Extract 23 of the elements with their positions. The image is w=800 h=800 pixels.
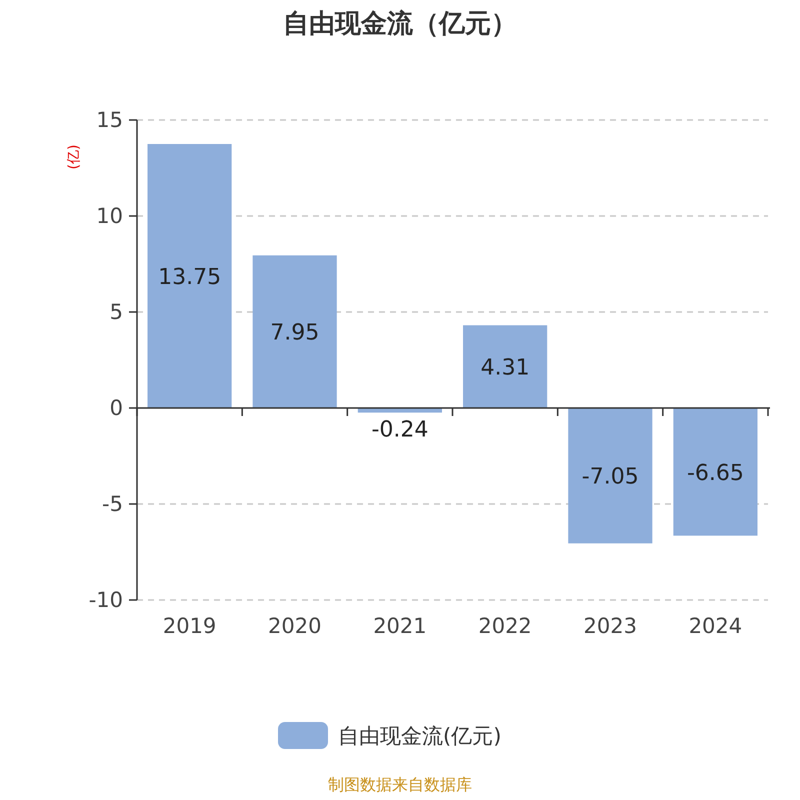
- ylabel: (亿): [66, 144, 82, 170]
- y-tick-label: 5: [110, 300, 123, 324]
- y-tick-label: 10: [96, 204, 123, 228]
- x-tick-label: 2021: [373, 614, 427, 638]
- legend: 自由现金流(亿元): [278, 722, 502, 749]
- data-label: -7.05: [582, 464, 639, 490]
- annotation: 制图数据来自数据库: [328, 775, 472, 794]
- y-tick-label: -10: [88, 588, 123, 612]
- data-label: -6.65: [686, 460, 744, 486]
- x-tick-label: 2024: [688, 614, 742, 638]
- x-tick-label: 2023: [584, 614, 637, 638]
- x-tick-label: 2022: [478, 614, 532, 638]
- y-tick-label: 0: [110, 396, 123, 420]
- data-label: 7.95: [270, 320, 320, 346]
- title: 自由现金流（亿元）: [283, 9, 517, 39]
- x-tick-label: 2020: [268, 614, 322, 638]
- data-label: 13.75: [158, 265, 222, 290]
- x-tick-label: 2019: [162, 614, 216, 638]
- data-label: 4.31: [480, 356, 530, 381]
- data-label: -0.24: [371, 418, 428, 443]
- y-tick-label: 15: [96, 108, 123, 132]
- legend-label: 自由现金流(亿元): [338, 724, 502, 748]
- y-tick-label: -5: [102, 492, 123, 516]
